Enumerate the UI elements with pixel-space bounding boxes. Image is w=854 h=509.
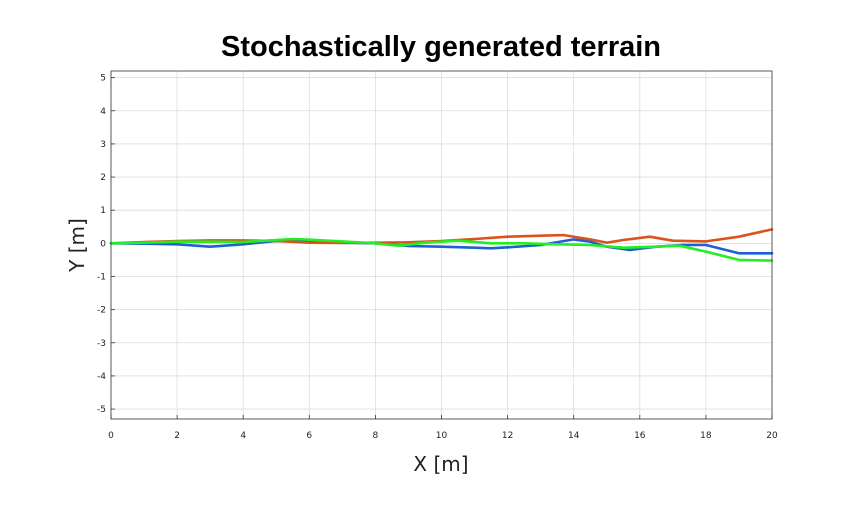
y-tick-label: 5 <box>100 74 106 84</box>
y-tick-label: -2 <box>97 306 106 316</box>
x-tick-label: 20 <box>766 431 778 441</box>
x-tick-label: 0 <box>108 431 114 441</box>
y-tick-label: -1 <box>97 272 106 282</box>
y-tick-label: -4 <box>97 372 106 382</box>
y-tick-label: 4 <box>100 107 106 117</box>
x-tick-label: 14 <box>568 431 580 441</box>
y-tick-label: -5 <box>97 405 106 415</box>
x-tick-label: 18 <box>700 431 712 441</box>
x-tick-label: 12 <box>502 431 513 441</box>
y-tick-label: 0 <box>100 239 106 249</box>
x-tick-label: 8 <box>373 431 379 441</box>
x-tick-label: 10 <box>436 431 448 441</box>
y-tick-label: 2 <box>100 173 106 183</box>
series-group <box>109 228 774 262</box>
x-tick-label: 6 <box>306 431 312 441</box>
x-tick-label: 4 <box>240 431 246 441</box>
x-axis-label: X [m] <box>413 452 468 476</box>
x-tick-label: 16 <box>634 431 646 441</box>
y-tick-label: -3 <box>97 339 106 349</box>
chart-title: Stochastically generated terrain <box>221 31 661 63</box>
y-tick-label: 1 <box>100 206 106 216</box>
y-axis-label: Y [m] <box>65 218 89 273</box>
series-line-2 <box>109 228 774 245</box>
y-tick-label: 3 <box>100 140 106 150</box>
x-tick-label: 2 <box>174 431 180 441</box>
series-line-3 <box>109 237 774 262</box>
plot-frame <box>110 70 773 420</box>
